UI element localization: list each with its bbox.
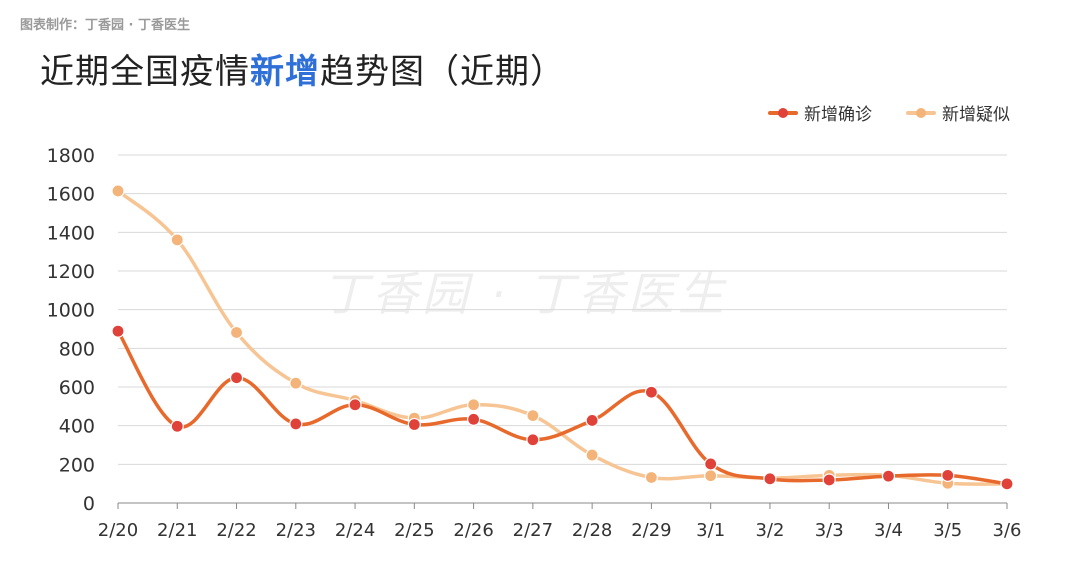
title-prefix: 近期全国疫情 bbox=[40, 52, 250, 92]
x-tick-label: 3/3 bbox=[815, 520, 844, 541]
x-tick-label: 2/25 bbox=[394, 520, 434, 541]
data-point-confirmed[interactable] bbox=[407, 417, 421, 432]
data-point-suspected[interactable] bbox=[170, 233, 184, 247]
x-tick-label: 3/1 bbox=[696, 520, 725, 541]
y-tick-labels: 0 200 400 600 800 1000 1200 1400 1600 1800 bbox=[47, 145, 95, 515]
data-point-suspected[interactable] bbox=[704, 469, 718, 483]
data-point-confirmed[interactable] bbox=[526, 433, 540, 447]
data-point-confirmed[interactable] bbox=[763, 472, 777, 486]
data-point-confirmed[interactable] bbox=[585, 413, 599, 428]
x-tick-label: 2/28 bbox=[572, 520, 612, 541]
title-suffix: 趋势图（近期） bbox=[320, 52, 565, 92]
y-tick-label: 800 bbox=[59, 338, 95, 360]
series-line-suspected bbox=[116, 189, 1009, 486]
x-tick-label: 2/22 bbox=[216, 520, 256, 541]
grid-lines bbox=[118, 154, 1007, 504]
data-point-confirmed[interactable] bbox=[1000, 477, 1014, 491]
y-tick-label: 1400 bbox=[47, 222, 95, 244]
data-point-suspected[interactable] bbox=[111, 184, 125, 198]
x-tick-label: 3/4 bbox=[874, 520, 903, 541]
data-point-confirmed[interactable] bbox=[348, 398, 362, 412]
legend-dot-suspected bbox=[916, 107, 926, 118]
legend-item-suspected[interactable]: 新增疑似 bbox=[906, 100, 1010, 125]
legend-swatch-suspected bbox=[906, 107, 936, 119]
y-tick-label: 1600 bbox=[47, 184, 95, 206]
x-tick-labels: 2/20 2/21 2/22 2/23 2/24 2/25 2/26 2/27 2/28 2/29… bbox=[98, 503, 1022, 541]
chart-title: 近期全国疫情新增趋势图（近期） bbox=[40, 44, 565, 93]
data-point-confirmed[interactable] bbox=[704, 457, 718, 471]
x-tick-label: 2/27 bbox=[513, 520, 553, 541]
data-points bbox=[111, 184, 1014, 491]
data-point-confirmed[interactable] bbox=[467, 412, 481, 426]
data-point-suspected[interactable] bbox=[467, 398, 481, 412]
y-tick-label: 1200 bbox=[47, 261, 95, 283]
watermark-text: 丁香园 · 丁香医生 bbox=[322, 267, 728, 321]
y-tick-label: 0 bbox=[83, 493, 95, 515]
data-point-suspected[interactable] bbox=[644, 470, 659, 485]
y-tick-label: 200 bbox=[59, 454, 95, 476]
data-point-suspected[interactable] bbox=[289, 376, 303, 390]
x-tick-label: 2/26 bbox=[453, 520, 493, 541]
data-point-confirmed[interactable] bbox=[170, 419, 184, 433]
data-point-confirmed[interactable] bbox=[822, 473, 836, 487]
x-tick-label: 3/6 bbox=[993, 520, 1022, 541]
legend-item-confirmed[interactable]: 新增确诊 bbox=[768, 100, 872, 125]
x-tick-label: 2/24 bbox=[335, 520, 375, 541]
data-point-confirmed[interactable] bbox=[289, 417, 303, 431]
data-point-confirmed[interactable] bbox=[229, 371, 244, 385]
x-tick-label: 2/21 bbox=[157, 520, 197, 541]
chart-legend: 新增确诊 新增疑似 bbox=[768, 100, 1010, 125]
x-tick-label: 2/29 bbox=[631, 520, 671, 541]
data-point-suspected[interactable] bbox=[585, 448, 599, 462]
legend-swatch-confirmed bbox=[768, 107, 798, 119]
data-point-confirmed[interactable] bbox=[941, 468, 955, 482]
x-tick-label: 3/2 bbox=[755, 520, 784, 541]
data-point-confirmed[interactable] bbox=[644, 385, 659, 399]
y-tick-label: 1000 bbox=[47, 300, 95, 322]
x-tick-label: 2/23 bbox=[276, 520, 316, 541]
data-point-confirmed[interactable] bbox=[881, 469, 896, 483]
x-tick-label: 3/5 bbox=[933, 520, 962, 541]
data-point-suspected[interactable] bbox=[229, 325, 244, 340]
series-line-confirmed bbox=[116, 329, 1009, 486]
title-highlight: 新增 bbox=[250, 52, 320, 92]
legend-label-confirmed: 新增确诊 bbox=[804, 105, 872, 125]
chart-credit: 图表制作：丁香园 · 丁香医生 bbox=[20, 18, 190, 33]
data-point-confirmed[interactable] bbox=[111, 324, 125, 338]
y-tick-label: 400 bbox=[59, 416, 95, 438]
data-point-suspected[interactable] bbox=[526, 409, 540, 423]
y-tick-label: 600 bbox=[59, 377, 95, 399]
series-lines bbox=[116, 189, 1009, 486]
legend-label-suspected: 新增疑似 bbox=[942, 105, 1010, 125]
y-tick-label: 1800 bbox=[47, 145, 95, 167]
legend-dot-confirmed bbox=[778, 107, 788, 118]
x-tick-label: 2/20 bbox=[98, 520, 138, 541]
